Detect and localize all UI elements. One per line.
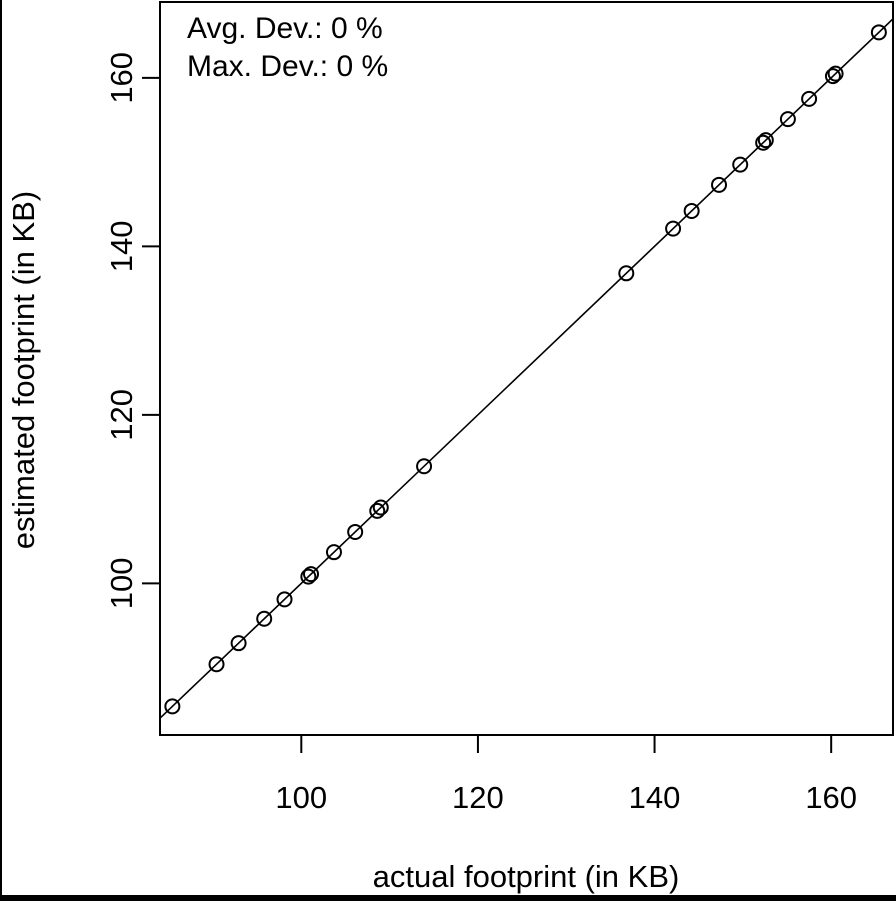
data-point — [732, 156, 749, 173]
x-axis: 100 120 140 160 — [275, 735, 857, 815]
plot-box — [159, 1, 894, 736]
x-tick-label: 160 — [805, 780, 857, 815]
x-tick-label: 120 — [452, 780, 504, 815]
y-axis-title: estimated footprint (in KB) — [6, 191, 41, 549]
data-point — [325, 544, 342, 561]
data-point — [230, 635, 247, 652]
x-axis-title: actual footprint (in KB) — [373, 859, 680, 894]
data-point — [755, 134, 772, 151]
data-point — [208, 656, 225, 673]
y-tick-label: 160 — [104, 52, 139, 104]
data-point — [683, 202, 700, 219]
y-tick-label: 120 — [104, 389, 139, 441]
data-point — [300, 568, 317, 585]
annotation-avg-dev: Avg. Dev.: 0 % — [187, 12, 383, 45]
data-points — [164, 24, 887, 715]
data-point — [347, 523, 364, 540]
data-point — [256, 610, 273, 627]
data-point — [303, 566, 320, 583]
data-point — [824, 68, 841, 85]
annotation-max-dev: Max. Dev.: 0 % — [187, 50, 388, 83]
y-tick-label: 100 — [104, 557, 139, 609]
data-point — [372, 499, 389, 516]
data-point — [779, 111, 796, 128]
data-point — [369, 502, 386, 519]
data-point — [870, 24, 887, 41]
data-point — [618, 265, 635, 282]
data-point — [801, 90, 818, 107]
data-point — [665, 220, 682, 237]
y-tick-label: 140 — [104, 220, 139, 272]
data-point — [416, 458, 433, 475]
data-point — [827, 65, 844, 82]
data-point — [757, 132, 774, 149]
x-tick-label: 100 — [275, 780, 327, 815]
data-point — [276, 591, 293, 608]
x-tick-label: 140 — [629, 780, 681, 815]
data-point — [711, 176, 728, 193]
y-axis: 100 120 140 160 — [104, 52, 160, 609]
data-point — [164, 698, 181, 715]
